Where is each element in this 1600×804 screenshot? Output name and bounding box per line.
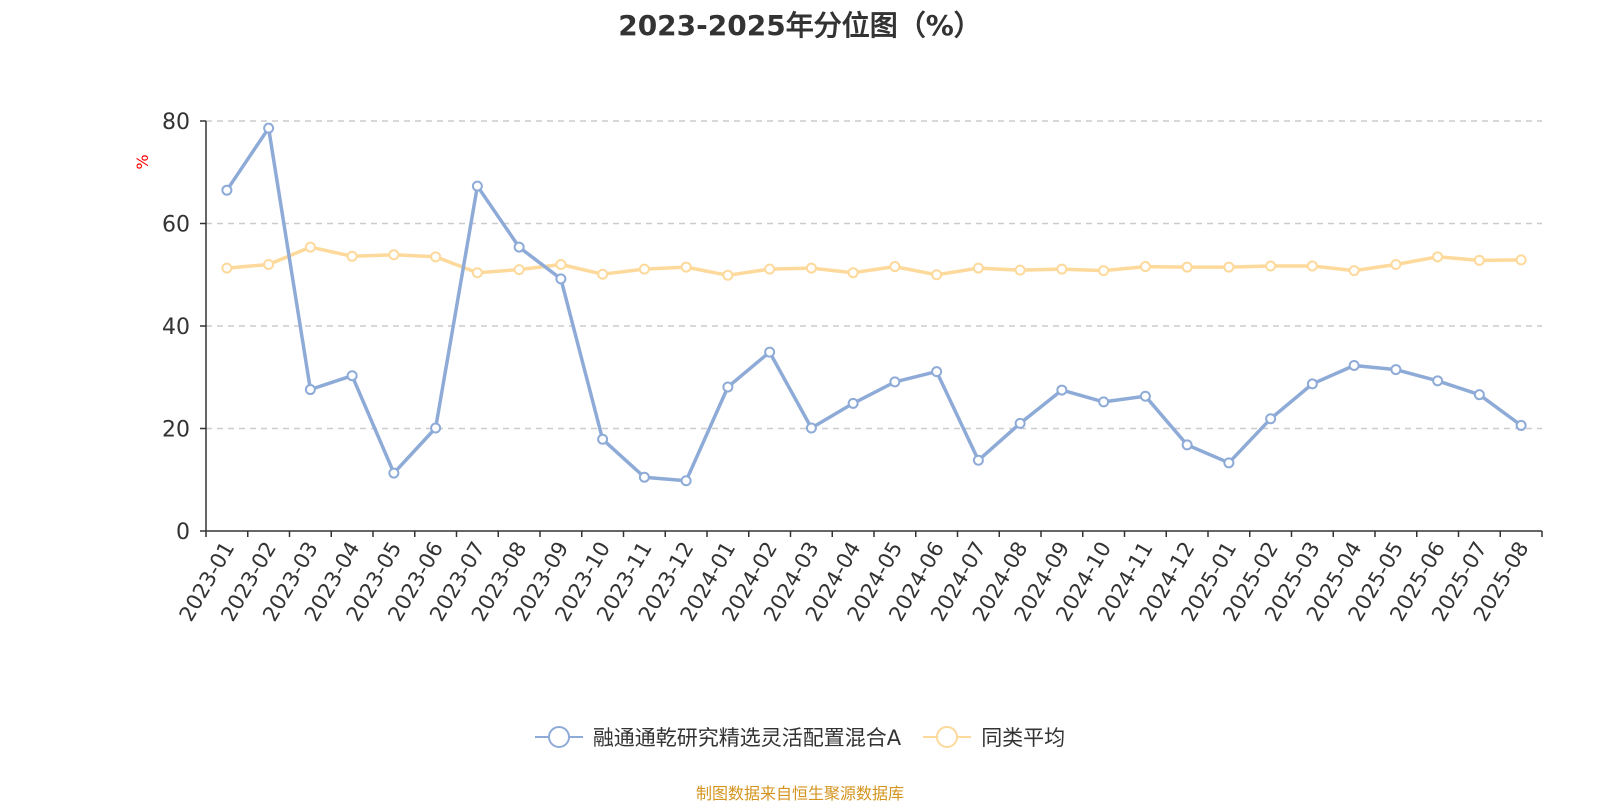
y-axis-label: % — [133, 154, 152, 169]
data-point-series-1 — [597, 268, 609, 280]
data-point-series-1 — [722, 269, 734, 281]
data-point-series-1 — [1432, 251, 1444, 263]
data-point-series-1 — [805, 262, 817, 274]
legend-label-series-1: 同类平均 — [981, 726, 1066, 750]
data-point-series-1 — [1181, 261, 1193, 273]
data-point-series-1 — [513, 264, 525, 276]
data-point-series-0 — [1139, 390, 1151, 402]
data-points — [221, 122, 1527, 487]
data-point-series-0 — [1390, 364, 1402, 376]
data-source-note: 制图数据来自恒生聚源数据库 — [695, 784, 904, 803]
data-point-series-0 — [889, 376, 901, 388]
legend-marker-icon — [534, 726, 583, 748]
data-point-series-1 — [638, 263, 650, 275]
data-point-series-0 — [304, 384, 316, 396]
data-point-series-1 — [889, 261, 901, 273]
data-point-series-1 — [346, 250, 358, 262]
data-point-series-0 — [1348, 359, 1360, 371]
data-point-series-1 — [1390, 259, 1402, 270]
data-point-series-1 — [847, 267, 859, 279]
data-point-series-1 — [555, 259, 567, 270]
data-point-series-0 — [597, 433, 609, 445]
data-point-series-1 — [680, 261, 692, 273]
data-point-series-1 — [471, 267, 483, 279]
data-point-series-1 — [221, 262, 233, 274]
data-point-series-1 — [1265, 260, 1277, 272]
data-point-series-0 — [1223, 457, 1235, 469]
chart-title: 2023-2025年分位图（%） — [618, 9, 982, 42]
data-point-series-1 — [1306, 260, 1318, 272]
data-point-series-0 — [346, 370, 358, 382]
grid-lines — [206, 120, 1542, 430]
data-point-series-0 — [805, 422, 817, 434]
data-point-series-0 — [680, 475, 692, 487]
data-point-series-0 — [1014, 417, 1026, 429]
axes: 020406080%2023-012023-022023-032023-0420… — [133, 110, 1543, 625]
data-point-series-0 — [1265, 413, 1277, 425]
data-point-series-0 — [221, 184, 233, 196]
data-point-series-0 — [471, 180, 483, 192]
data-point-series-0 — [722, 381, 734, 393]
series-lines — [225, 126, 1523, 483]
y-tick-label: 40 — [162, 315, 190, 340]
data-point-series-1 — [1139, 261, 1151, 273]
data-point-series-1 — [388, 249, 400, 261]
data-point-series-1 — [1223, 261, 1235, 273]
data-point-series-0 — [1432, 375, 1444, 387]
y-tick-label: 80 — [162, 110, 190, 135]
data-point-series-1 — [764, 263, 776, 275]
data-point-series-1 — [1515, 254, 1527, 266]
data-point-series-0 — [1306, 378, 1318, 390]
data-point-series-0 — [430, 422, 442, 434]
data-point-series-0 — [1473, 389, 1485, 401]
legend-item-series-0[interactable]: 融通通乾研究精选灵活配置混合A — [534, 722, 902, 752]
legend-label-series-0: 融通通乾研究精选灵活配置混合A — [592, 726, 902, 750]
data-point-series-0 — [1056, 384, 1068, 396]
legend-marker-icon — [923, 726, 972, 748]
data-point-series-0 — [1515, 419, 1527, 431]
data-point-series-0 — [555, 273, 567, 285]
data-point-series-0 — [764, 346, 776, 358]
data-point-series-1 — [1098, 265, 1110, 277]
data-point-series-0 — [388, 467, 400, 479]
data-point-series-1 — [972, 262, 984, 274]
y-tick-label: 20 — [162, 418, 190, 443]
data-point-series-0 — [972, 454, 984, 466]
data-point-series-0 — [638, 471, 650, 483]
data-point-series-1 — [263, 259, 275, 270]
data-point-series-1 — [1056, 263, 1068, 275]
data-point-series-1 — [1014, 264, 1026, 276]
data-point-series-1 — [1473, 254, 1485, 266]
data-point-series-1 — [430, 251, 442, 263]
y-tick-label: 0 — [176, 520, 190, 545]
series-line-0 — [225, 126, 1523, 483]
data-point-series-1 — [304, 241, 316, 253]
data-point-series-0 — [263, 122, 275, 134]
data-point-series-0 — [1181, 439, 1193, 451]
data-point-series-0 — [847, 397, 859, 409]
y-tick-label: 60 — [162, 213, 190, 238]
data-point-series-0 — [931, 366, 943, 378]
data-point-series-0 — [1098, 396, 1110, 408]
series-line-1 — [225, 245, 1523, 278]
data-point-series-0 — [513, 241, 525, 253]
data-point-series-1 — [1348, 265, 1360, 277]
legend-item-series-1[interactable]: 同类平均 — [923, 722, 1065, 752]
data-point-series-1 — [931, 269, 943, 281]
legend: 融通通乾研究精选灵活配置混合A 同类平均 — [0, 722, 1600, 752]
